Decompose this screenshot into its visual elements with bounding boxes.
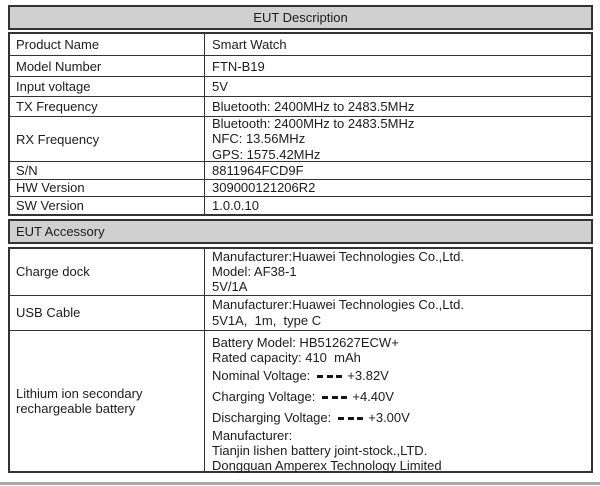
usb-cable-spec: 5V1A, 1m, type C [212,312,322,328]
value-charge-dock: Manufacturer:Huawei Technologies Co.,Ltd… [205,249,591,295]
dc-voltage-icon [322,394,348,399]
battery-charging-voltage: Charging Voltage: +4.40V [212,388,394,404]
battery-manufacturer-label: Manufacturer: [212,427,293,443]
row-hw-version: HW Version 309000121206R2 [10,178,591,196]
row-usb-cable: USB Cable Manufacturer:Huawei Technologi… [10,294,591,330]
value-input-voltage: 5V [212,79,228,94]
label-model-number: Model Number [10,56,205,76]
battery-model: Battery Model: HB512627ECW+ [212,334,399,350]
row-charge-dock: Charge dock Manufacturer:Huawei Technolo… [10,248,591,295]
row-battery: Lithium ion secondary rechargeable batte… [10,329,591,474]
battery-capacity: Rated capacity: 410 mAh [212,349,361,365]
battery-manufacturer-2: Dongguan Amperex Technology Limited [212,458,442,474]
dc-voltage-icon [317,373,343,378]
row-input-voltage: Input voltage 5V [10,76,591,96]
label-hw-version: HW Version [10,179,205,196]
rx-line-gps: GPS: 1575.42MHz [212,146,321,162]
battery-discharging-voltage: Discharging Voltage: +3.00V [212,409,410,425]
usb-cable-manufacturer: Manufacturer:Huawei Technologies Co.,Ltd… [212,297,464,313]
dc-voltage-icon [338,415,364,420]
value-hw-version: 309000121206R2 [212,180,316,196]
eut-tables: EUT Description Product Name Smart Watch… [8,5,593,473]
charge-dock-model: Model: AF38-1 [212,263,297,279]
eut-accessory-title: EUT Accessory [16,223,105,239]
value-usb-cable: Manufacturer:Huawei Technologies Co.,Ltd… [205,296,591,330]
label-rx-frequency: RX Frequency [10,117,205,161]
row-model-number: Model Number FTN-B19 [10,55,591,76]
label-tx-frequency: TX Frequency [10,97,205,116]
eut-description-header: EUT Description [8,5,593,30]
rx-line-nfc: NFC: 13.56MHz [212,131,306,147]
label-serial-number: S/N [10,162,205,179]
label-usb-cable: USB Cable [10,295,205,330]
rx-line-bluetooth: Bluetooth: 2400MHz to 2483.5MHz [212,116,415,132]
row-product-name: Product Name Smart Watch [10,34,591,55]
battery-manufacturer-1: Tianjin lishen battery joint-stock.,LTD. [212,443,428,459]
value-rx-frequency: Bluetooth: 2400MHz to 2483.5MHz NFC: 13.… [205,116,591,162]
battery-nominal-voltage: Nominal Voltage: +3.82V [212,367,389,383]
value-sw-version: 1.0.0.10 [212,197,259,213]
eut-accessory-header: EUT Accessory [8,218,593,244]
page-edge-line [0,482,600,485]
value-product-name: Smart Watch [212,37,287,52]
row-rx-frequency: RX Frequency Bluetooth: 2400MHz to 2483.… [10,116,591,162]
eut-description-table: Product Name Smart Watch Model Number FT… [8,32,593,216]
value-tx-frequency: Bluetooth: 2400MHz to 2483.5MHz [212,99,415,114]
value-battery: Battery Model: HB512627ECW+ Rated capaci… [205,331,591,474]
eut-accessory-table: Charge dock Manufacturer:Huawei Technolo… [8,246,593,474]
label-input-voltage: Input voltage [10,77,205,96]
label-product-name: Product Name [10,34,205,55]
label-sw-version: SW Version [10,197,205,214]
row-tx-frequency: TX Frequency Bluetooth: 2400MHz to 2483.… [10,96,591,116]
charge-dock-manufacturer: Manufacturer:Huawei Technologies Co.,Ltd… [212,248,464,264]
eut-description-title: EUT Description [253,10,348,25]
row-serial-number: S/N 8811964FCD9F [10,161,591,179]
charge-dock-rating: 5V/1A [212,279,248,295]
row-sw-version: SW Version 1.0.0.10 [10,196,591,214]
value-serial-number: 8811964FCD9F [212,162,304,178]
label-battery: Lithium ion secondary rechargeable batte… [10,330,205,471]
label-charge-dock: Charge dock [10,248,205,295]
value-model-number: FTN-B19 [212,58,265,74]
